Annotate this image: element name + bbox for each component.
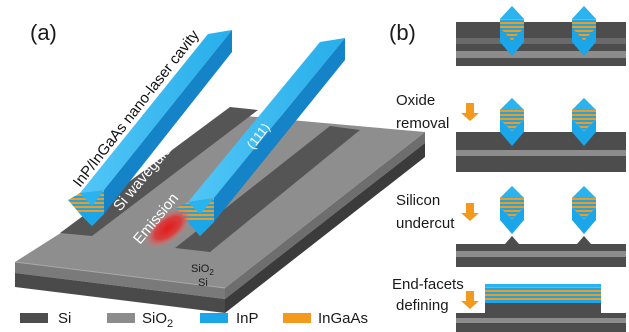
stage-initial (456, 6, 626, 66)
nano-laser-cavity-right (176, 38, 345, 236)
sio2-side-face (225, 132, 425, 299)
cavity-left-top (80, 30, 232, 193)
legend-si-swatch (20, 313, 48, 323)
step3-label-line1: End-facets (392, 276, 464, 293)
step3-arrow-icon (461, 291, 479, 309)
stage2-crystal-left (500, 98, 524, 146)
si-front-face (15, 273, 225, 313)
panel-b: (b) Oxide removal (389, 6, 626, 332)
stage-end-facets (456, 284, 626, 332)
sio2-front-face (15, 262, 225, 299)
nano-laser-cavity-left (68, 30, 232, 226)
legend: Si SiO2 InP InGaAs (20, 310, 368, 330)
cavity-right-side (214, 38, 345, 222)
panel-a-label: (a) (30, 20, 57, 45)
stage-silicon-undercut (456, 186, 626, 267)
step2-label-line2: undercut (396, 215, 455, 232)
emission-glow (144, 207, 192, 249)
step2-label-line1: Silicon (396, 192, 440, 209)
step3-label-line2: defining (396, 297, 449, 314)
cavity-left-side (104, 30, 232, 214)
cavity-right-top (188, 38, 345, 202)
step1-arrow-icon (461, 103, 479, 121)
sio2-block-label: SiO2 (191, 263, 214, 277)
si-block-label: Si (198, 277, 208, 289)
stage3-crystal-left (500, 186, 524, 234)
legend-ingaas-swatch (283, 313, 311, 323)
panel-a: (a) (14, 20, 425, 313)
step2-arrow-icon (461, 203, 479, 221)
legend-ingaas-label: InGaAs (318, 310, 368, 327)
stage2-crystal-right (572, 98, 596, 146)
step1-label-line2: removal (396, 115, 449, 132)
stage4-cavity (485, 284, 601, 303)
stage-initial-crystal-left (500, 6, 524, 56)
step1-label-line1: Oxide (396, 92, 435, 109)
si-side-face (225, 143, 425, 313)
legend-sio2-label: SiO2 (142, 310, 173, 330)
stage-oxide-removed (456, 98, 626, 172)
si-waveguide-right (175, 126, 360, 252)
panel-b-label: (b) (389, 20, 416, 45)
legend-inp-label: InP (236, 310, 259, 327)
legend-sio2-swatch (107, 313, 135, 323)
legend-inp-swatch (200, 313, 228, 323)
legend-si-label: Si (58, 310, 71, 327)
stage-initial-crystal-right (572, 6, 596, 56)
stage3-crystal-right (572, 186, 596, 234)
